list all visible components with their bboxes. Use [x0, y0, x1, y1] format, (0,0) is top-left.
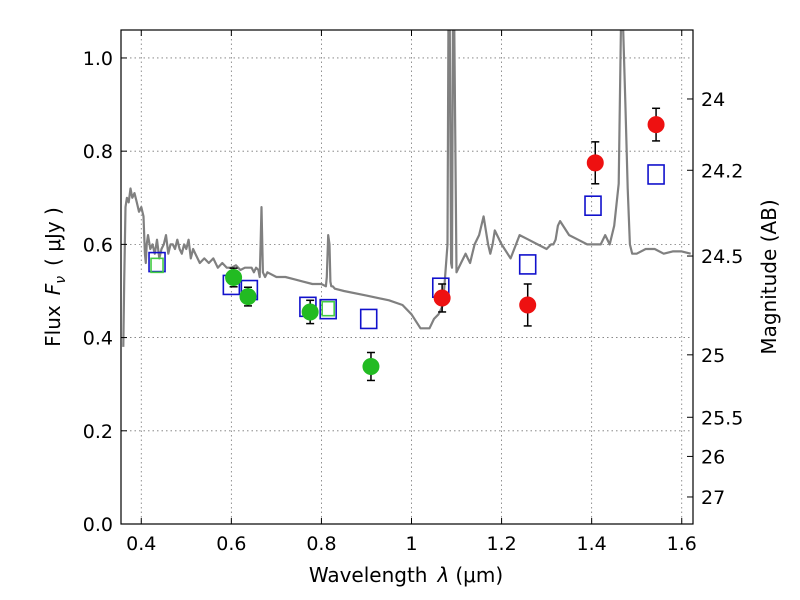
y-tick-label: 0.4 — [83, 328, 113, 350]
green-data-point — [301, 303, 319, 321]
y2-axis-label: Magnitude (AB) — [757, 199, 781, 354]
y-tick-label: 0.0 — [83, 514, 113, 536]
y-tick-label: 0.2 — [83, 421, 113, 443]
x-tick-label: 1.2 — [486, 533, 516, 555]
y2-tick-label: 27 — [701, 487, 725, 509]
red-data-point — [519, 296, 537, 314]
x-tick-label: 1.4 — [577, 533, 607, 555]
red-data-point — [586, 154, 604, 172]
model-square-marker — [584, 195, 602, 216]
model-square-marker — [319, 298, 337, 320]
green-data-point — [225, 268, 243, 286]
y2-tick-label: 24.5 — [701, 246, 743, 268]
axis-labels: Wavelength λ (μm) FluxFν( μJy ) Magnitude … — [41, 199, 781, 587]
x-tick-label: 0.6 — [216, 533, 246, 555]
green-data-point — [239, 288, 257, 306]
y-tick-label: 1.0 — [83, 48, 113, 70]
y2-tick-label: 25.5 — [701, 407, 743, 429]
x-tick-label: 0.4 — [126, 533, 156, 555]
red-data-point — [433, 289, 451, 307]
grid-lines — [121, 30, 693, 525]
x-axis-label: Wavelength λ (μm) — [309, 563, 503, 587]
y-tick-label: 0.6 — [83, 234, 113, 256]
x-tick-label: 0.8 — [306, 533, 336, 555]
red-data-point — [647, 116, 665, 134]
y-axis-label: FluxFν( μJy ) — [41, 207, 69, 347]
model-spectrum-line — [122, 30, 691, 347]
y-tick-label: 0.8 — [83, 141, 113, 163]
inner-square-marker — [321, 300, 335, 317]
x-tick-label: 1 — [405, 533, 417, 555]
model-spectrum — [122, 30, 691, 347]
data-points — [148, 107, 665, 382]
x-tick-label: 1.6 — [667, 533, 697, 555]
model-square-marker — [518, 254, 537, 275]
model-square-marker — [359, 308, 378, 330]
plot-frame — [120, 29, 694, 525]
inner-square-marker — [150, 257, 164, 274]
y2-tick-label: 25 — [701, 345, 725, 367]
green-data-point — [362, 357, 380, 375]
y2-tick-label: 24.2 — [701, 160, 743, 182]
axis-ticks: 0.4 0.6 0.8 1 1.2 1.4 1.6 0.0 0.2 0.4 0.6 0.8 1.0 24 2… — [83, 30, 743, 555]
model-square-marker — [647, 164, 665, 185]
y2-tick-label: 26 — [701, 446, 725, 468]
y2-tick-label: 24 — [701, 89, 725, 111]
